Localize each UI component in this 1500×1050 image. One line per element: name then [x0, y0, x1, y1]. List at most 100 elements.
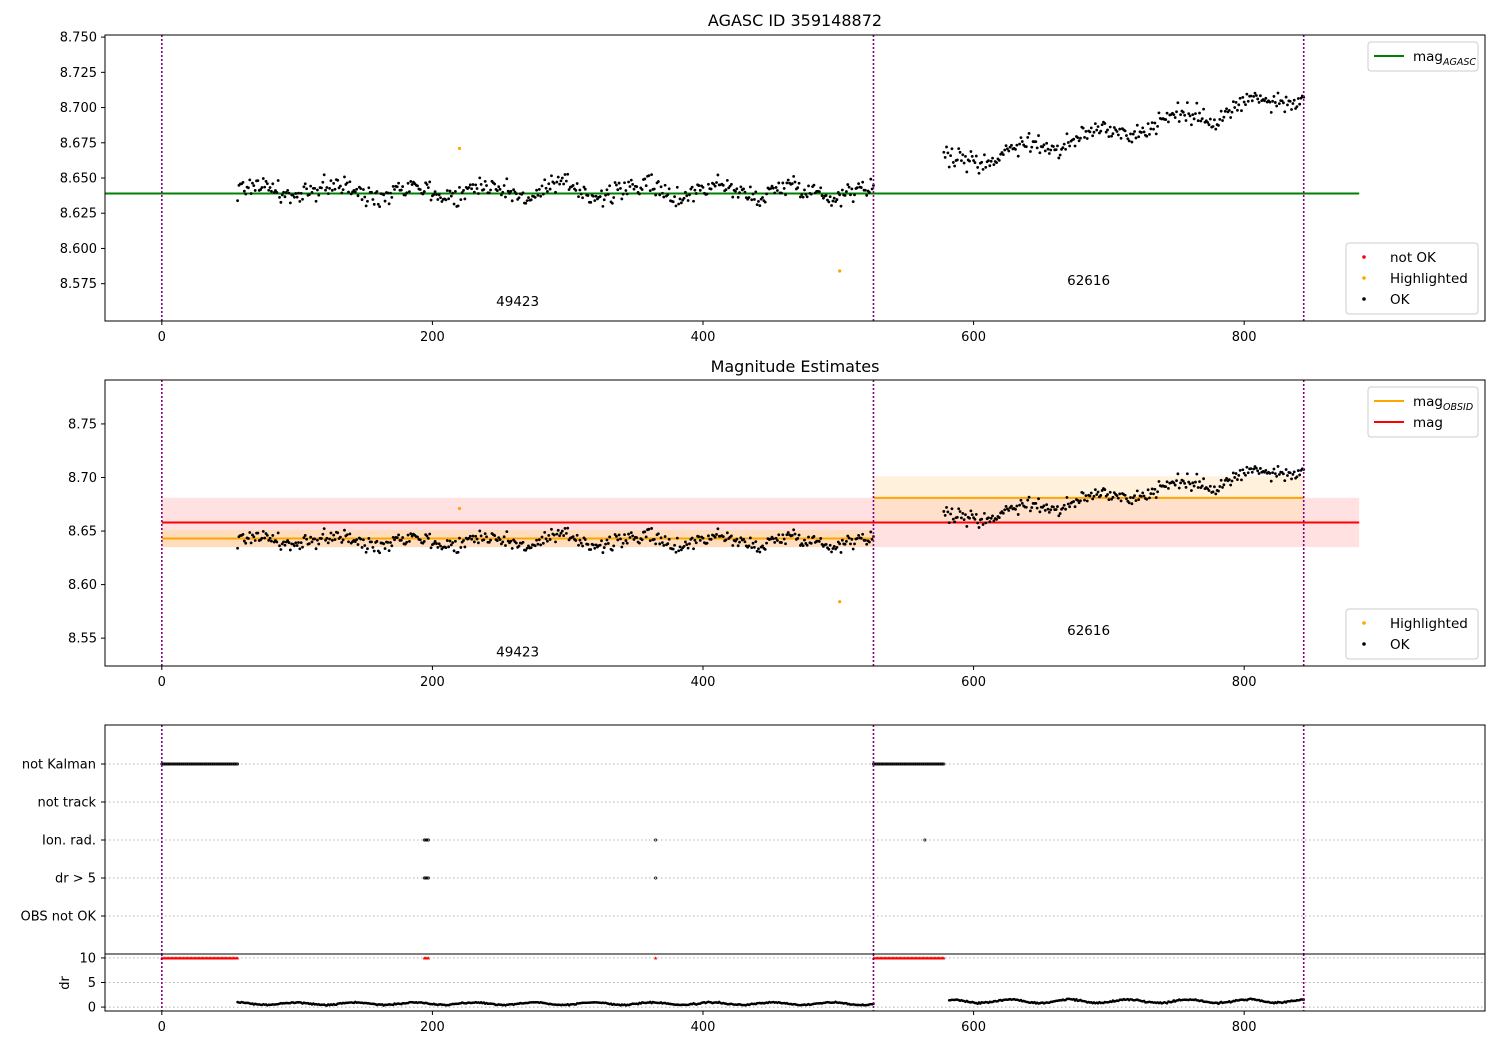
flag-point	[880, 762, 884, 766]
ok-point	[1252, 94, 1256, 98]
ok-point	[1116, 133, 1120, 137]
ok-point	[360, 546, 364, 549]
flag-point	[182, 762, 185, 766]
ok-point	[305, 537, 308, 541]
ok-point	[253, 189, 257, 192]
ok-point	[280, 193, 284, 197]
ok-point	[671, 547, 675, 551]
flag-point	[881, 762, 885, 766]
ok-point	[684, 190, 687, 194]
ok-point	[1192, 117, 1196, 121]
ok-point	[1139, 494, 1143, 498]
legend-box	[1345, 608, 1479, 660]
ok-point	[541, 541, 545, 545]
ok-point	[1196, 119, 1200, 123]
ok-point	[1184, 119, 1188, 122]
ok-point	[735, 187, 739, 191]
ok-point	[1269, 111, 1273, 114]
ok-point	[252, 535, 256, 539]
ok-point	[547, 534, 551, 537]
ok-point	[1213, 118, 1216, 122]
ok-point	[280, 542, 284, 546]
ok-point	[348, 532, 352, 536]
dr-axis-label: dr	[58, 976, 73, 990]
ok-point	[260, 186, 264, 189]
ok-point	[615, 183, 618, 187]
ok-point	[314, 199, 318, 203]
ok-point	[546, 190, 549, 193]
x-tick-label: 200	[420, 675, 445, 690]
ok-point	[282, 190, 285, 194]
ok-point	[261, 530, 265, 533]
ok-point	[418, 188, 422, 191]
ok-point	[332, 533, 336, 537]
ok-point	[1077, 139, 1081, 143]
flag-point	[924, 762, 928, 766]
ok-point	[353, 540, 357, 543]
ok-point	[807, 184, 810, 188]
ok-point	[562, 534, 566, 537]
ok-point	[301, 197, 304, 201]
flag-point	[934, 762, 938, 766]
ok-point	[771, 186, 775, 190]
ok-point	[1062, 503, 1066, 507]
ok-point	[943, 155, 947, 159]
ok-point	[555, 532, 559, 536]
ok-point	[1277, 473, 1281, 476]
ok-point	[968, 159, 971, 163]
ok-point	[559, 179, 563, 183]
ok-point	[1156, 125, 1159, 128]
ok-point	[447, 197, 451, 201]
ok-point	[242, 539, 246, 543]
ok-point	[1181, 110, 1185, 114]
ok-point	[316, 538, 319, 542]
ok-point	[1238, 469, 1242, 472]
ok-point	[409, 532, 413, 536]
ok-point	[1119, 499, 1123, 503]
ok-point	[1083, 135, 1086, 139]
flag-point	[424, 876, 428, 880]
ok-point	[406, 181, 410, 185]
ok-point	[564, 179, 568, 183]
flag-point	[889, 762, 893, 766]
ok-point	[1115, 130, 1119, 133]
ok-point	[1148, 496, 1151, 500]
ok-point	[370, 540, 373, 544]
ok-point	[510, 199, 514, 203]
legend-label: OK	[1390, 292, 1411, 308]
ok-point	[579, 192, 583, 196]
ok-point	[1185, 472, 1189, 476]
ok-point	[631, 182, 635, 186]
ok-point	[556, 175, 560, 179]
ok-point	[533, 544, 537, 548]
flag-point	[909, 762, 913, 766]
ok-point	[644, 535, 648, 539]
ok-point	[688, 193, 691, 197]
ok-point	[364, 204, 368, 208]
ok-point	[1135, 123, 1139, 127]
ok-point	[1219, 109, 1223, 113]
highlighted-point	[457, 146, 462, 151]
ok-point	[713, 184, 717, 188]
ok-point	[1244, 473, 1247, 477]
flag-point	[900, 762, 904, 766]
ok-point	[362, 538, 365, 542]
ok-point	[1038, 151, 1042, 155]
flag-point	[932, 762, 936, 766]
ok-point	[330, 188, 334, 192]
dr-clipped-marker	[426, 956, 430, 960]
ok-point	[1222, 115, 1226, 119]
flag-point	[920, 762, 924, 766]
ok-point	[675, 536, 679, 540]
ok-point	[376, 202, 380, 206]
x-tick-label: 800	[1232, 675, 1257, 690]
ok-point	[774, 186, 778, 189]
ok-point	[1146, 488, 1150, 492]
ok-point	[1164, 485, 1168, 489]
ok-point	[754, 190, 758, 194]
ok-point	[1118, 127, 1122, 131]
ok-point	[594, 194, 598, 198]
ok-point	[773, 191, 777, 195]
ok-point	[755, 203, 759, 207]
ok-point	[648, 539, 652, 543]
